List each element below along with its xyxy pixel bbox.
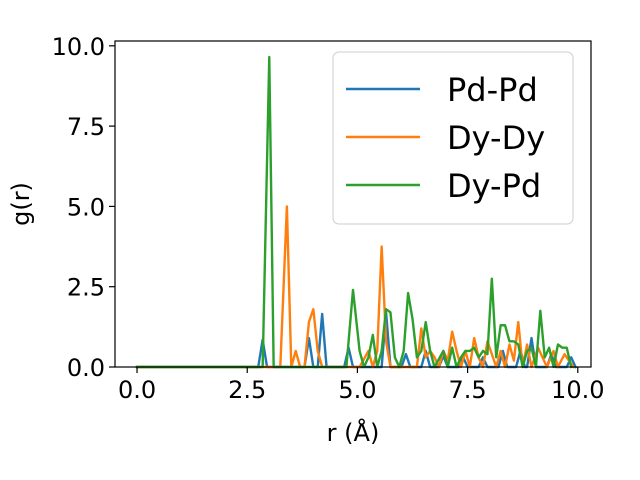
y-tick-label: 7.5 — [67, 113, 105, 141]
x-tick-label: 0.0 — [118, 376, 156, 404]
y-axis-label: g(r) — [7, 182, 35, 226]
legend-frame — [332, 51, 574, 225]
plot-area-frame — [114, 40, 592, 368]
legend-label-dy-dy: Dy-Dy — [447, 119, 545, 157]
x-tick-label: 7.5 — [449, 376, 487, 404]
y-tick-label: 5.0 — [67, 193, 105, 221]
series-line-dy-dy — [135, 205, 576, 369]
y-axis-ticks: 0.0 2.5 5.0 7.5 10.0 — [52, 33, 115, 382]
legend-label-pd-pd: Pd-Pd — [447, 71, 538, 109]
x-tick-label: 5.0 — [338, 376, 376, 404]
x-tick-label: 10.0 — [551, 376, 604, 404]
y-tick-label: 0.0 — [67, 354, 105, 382]
x-axis-label: r (Å) — [327, 418, 380, 447]
y-tick-label: 10.0 — [52, 33, 105, 61]
legend-label-dy-pd: Dy-Pd — [447, 167, 541, 205]
series-line-dy-pd — [135, 55, 573, 369]
x-axis-ticks: 0.0 2.5 5.0 7.5 10.0 — [118, 367, 604, 404]
y-tick-label: 2.5 — [67, 274, 105, 302]
x-tick-label: 2.5 — [228, 376, 266, 404]
legend: Pd-Pd Dy-Dy Dy-Pd — [332, 51, 574, 225]
series-layer — [135, 55, 578, 369]
